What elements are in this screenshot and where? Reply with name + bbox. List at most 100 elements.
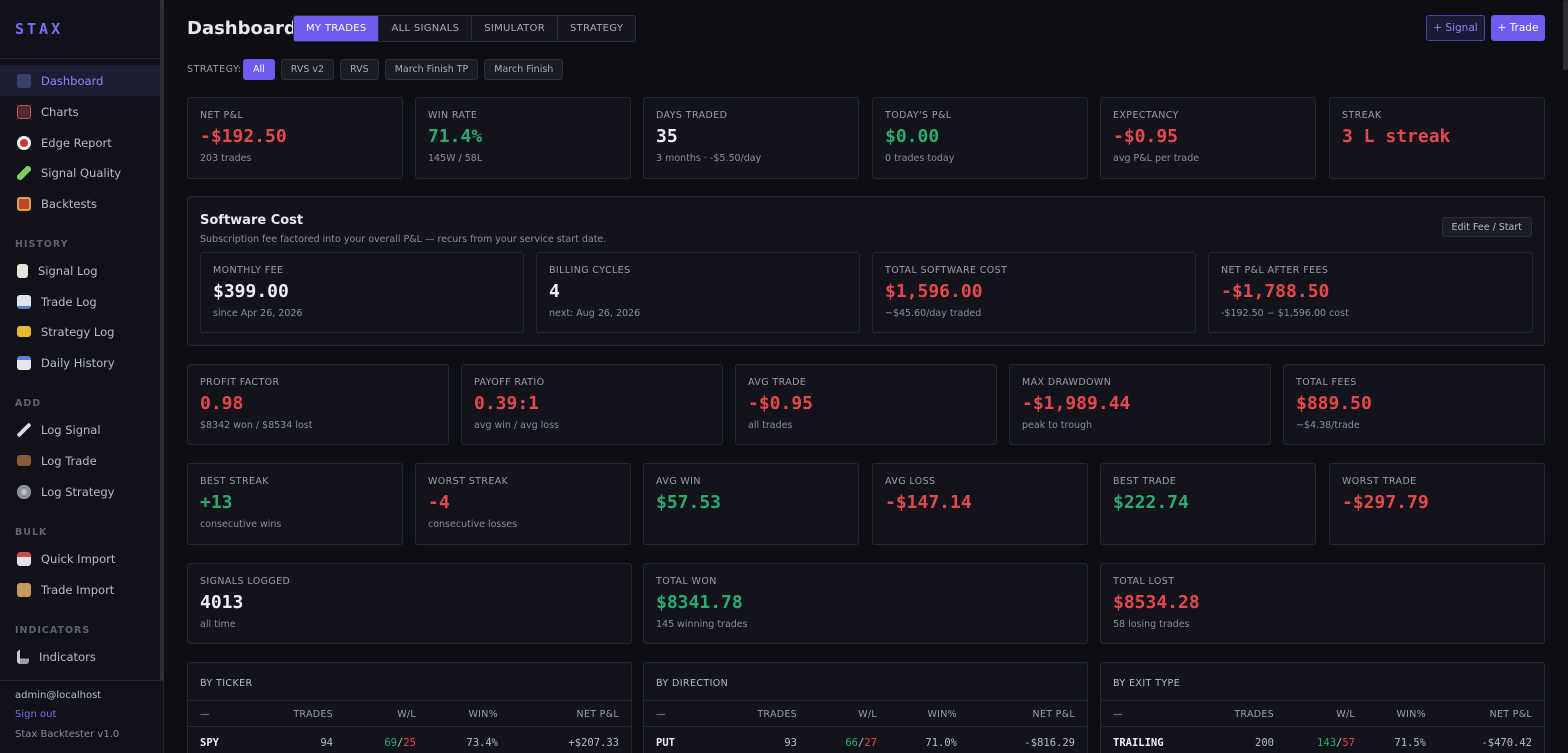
software-card-total-cost: TOTAL SOFTWARE COST $1,596.00 ~$45.60/da… bbox=[872, 252, 1196, 333]
stat-sub: avg P&L per trade bbox=[1113, 153, 1200, 164]
strategy-chip-all[interactable]: All bbox=[243, 59, 275, 80]
sidebar-item-label: Edge Report bbox=[41, 135, 112, 150]
brand-logo[interactable]: STAX bbox=[15, 20, 64, 38]
stat-value: 35 bbox=[656, 126, 678, 147]
strategy-chip-march-finish[interactable]: March Finish bbox=[484, 59, 564, 80]
stat-value: $889.50 bbox=[1296, 393, 1372, 414]
col-header-name[interactable]: — bbox=[656, 709, 666, 720]
cell-winpct: 71.5% bbox=[1394, 737, 1426, 749]
stat-label: TOTAL FEES bbox=[1296, 377, 1357, 388]
stat-value: 4013 bbox=[200, 592, 244, 613]
sidebar-item-signal-quality[interactable]: Signal Quality bbox=[0, 157, 164, 188]
col-header-pnl[interactable]: NET P&L bbox=[1489, 709, 1532, 720]
stat-sub: consecutive losses bbox=[428, 519, 518, 530]
sidebar-item-edge-report[interactable]: Edge Report bbox=[0, 127, 164, 158]
stat-label: BILLING CYCLES bbox=[549, 265, 631, 276]
sidebar-item-trade-import[interactable]: Trade Import bbox=[0, 574, 164, 605]
col-header-trades[interactable]: TRADES bbox=[293, 709, 333, 720]
tab-strategy[interactable]: STRATEGY bbox=[569, 23, 624, 34]
cell-trades: 94 bbox=[320, 737, 333, 749]
sidebar-item-signal-log[interactable]: Signal Log bbox=[0, 255, 164, 286]
stat-value: 0.98 bbox=[200, 393, 244, 414]
col-header-name[interactable]: — bbox=[1113, 709, 1123, 720]
dashboard-icon bbox=[17, 73, 31, 88]
col-header-pnl[interactable]: NET P&L bbox=[576, 709, 619, 720]
stat-label: STREAK bbox=[1342, 110, 1382, 121]
sidebar-item-log-strategy[interactable]: Log Strategy bbox=[0, 476, 164, 507]
software-card-billing-cycles: BILLING CYCLES 4 next: Aug 26, 2026 bbox=[536, 252, 860, 333]
software-cost-title: Software Cost bbox=[200, 213, 304, 228]
col-header-wl[interactable]: W/L bbox=[397, 709, 416, 720]
stat-value: $399.00 bbox=[213, 281, 289, 302]
stat-value: -$192.50 bbox=[200, 126, 287, 147]
section-label-bulk: BULK bbox=[15, 527, 48, 538]
sidebar-item-label: Dashboard bbox=[41, 73, 104, 88]
sidebar-item-indicators[interactable]: Indicators bbox=[0, 641, 164, 672]
col-header-wl[interactable]: W/L bbox=[1336, 709, 1355, 720]
briefcase-icon bbox=[17, 455, 31, 466]
col-header-wl[interactable]: W/L bbox=[858, 709, 877, 720]
strategy-chip-march-finish-tp[interactable]: March Finish TP bbox=[384, 59, 479, 80]
table-row[interactable]: PUT 93 66/27 71.0% -$816.29 bbox=[644, 733, 1087, 753]
stat-label: BEST STREAK bbox=[200, 476, 269, 487]
col-header-name[interactable]: — bbox=[200, 709, 210, 720]
cell-losses: 57 bbox=[1342, 737, 1355, 749]
sign-out-link[interactable]: Sign out bbox=[15, 709, 57, 720]
col-header-trades[interactable]: TRADES bbox=[1234, 709, 1274, 720]
table-header-row: — TRADES W/L WIN% NET P&L bbox=[644, 705, 1087, 725]
tab-all-signals[interactable]: ALL SIGNALS bbox=[379, 16, 473, 41]
table-divider bbox=[644, 726, 1087, 727]
signal-log-icon bbox=[17, 263, 28, 278]
tab-my-trades[interactable]: MY TRADES bbox=[294, 16, 380, 41]
sidebar-item-trade-log[interactable]: Trade Log bbox=[0, 286, 164, 317]
stat-sub: 3 months · -$5.50/day bbox=[656, 153, 762, 164]
sidebar-item-log-signal[interactable]: Log Signal bbox=[0, 414, 164, 445]
sidebar-item-label: Indicators bbox=[39, 649, 96, 664]
stat-label: WORST TRADE bbox=[1342, 476, 1417, 487]
sidebar-item-label: Daily History bbox=[41, 355, 115, 370]
table-row[interactable]: SPY 94 69/25 73.4% +$207.33 bbox=[188, 733, 631, 753]
cell-wins: 69 bbox=[384, 737, 398, 749]
sidebar-item-quick-import[interactable]: Quick Import bbox=[0, 543, 164, 574]
add-signal-button[interactable]: + Signal bbox=[1426, 15, 1485, 41]
tab-simulator[interactable]: SIMULATOR bbox=[472, 16, 558, 41]
sidebar-item-label: Strategy Log bbox=[41, 324, 115, 339]
sidebar-item-dashboard[interactable]: Dashboard bbox=[0, 65, 164, 96]
cell-trades: 200 bbox=[1255, 737, 1274, 749]
strategy-chip-rvs[interactable]: RVS bbox=[340, 59, 379, 80]
col-header-pnl[interactable]: NET P&L bbox=[1032, 709, 1075, 720]
sidebar-item-label: Quick Import bbox=[41, 551, 116, 566]
page-scrollbar[interactable] bbox=[1563, 0, 1568, 70]
sidebar-item-charts[interactable]: Charts bbox=[0, 96, 164, 127]
col-header-trades[interactable]: TRADES bbox=[757, 709, 797, 720]
stat-sub: $8342 won / $8534 lost bbox=[200, 420, 313, 431]
strategy-chip-rvs-v2[interactable]: RVS v2 bbox=[280, 59, 335, 80]
table-title: BY EXIT TYPE bbox=[1113, 678, 1181, 689]
sidebar-item-strategy-log[interactable]: Strategy Log bbox=[0, 316, 164, 347]
stat-value: $0.00 bbox=[885, 126, 940, 147]
stat-label: PAYOFF RATIO bbox=[474, 377, 545, 388]
sidebar-item-log-trade[interactable]: Log Trade bbox=[0, 445, 164, 476]
stat-sub: 145W / 58L bbox=[428, 153, 483, 164]
col-header-winpct[interactable]: WIN% bbox=[1396, 709, 1426, 720]
stat-value: +13 bbox=[200, 492, 233, 513]
stat-card-avg-trade: AVG TRADE -$0.95 all trades bbox=[735, 364, 997, 445]
sidebar: STAX Dashboard Charts Edge Report Signal… bbox=[0, 0, 164, 753]
col-header-winpct[interactable]: WIN% bbox=[468, 709, 498, 720]
stat-value: 3 L streak bbox=[1342, 126, 1451, 147]
log-signal-icon bbox=[17, 422, 31, 437]
edit-fee-button[interactable]: Edit Fee / Start bbox=[1441, 217, 1532, 237]
table-divider bbox=[1101, 726, 1544, 727]
stat-value: $8341.78 bbox=[656, 592, 743, 613]
sidebar-scrollbar[interactable] bbox=[160, 0, 164, 680]
gear-icon bbox=[17, 484, 31, 499]
cell-wl: 69/25 bbox=[384, 737, 416, 749]
sidebar-item-backtests[interactable]: Backtests bbox=[0, 188, 164, 219]
col-header-winpct[interactable]: WIN% bbox=[927, 709, 957, 720]
stat-label: TODAY'S P&L bbox=[885, 110, 952, 121]
sidebar-item-daily-history[interactable]: Daily History bbox=[0, 347, 164, 378]
stat-card-total-lost: TOTAL LOST $8534.28 58 losing trades bbox=[1100, 563, 1545, 644]
table-divider bbox=[188, 700, 631, 701]
add-trade-button[interactable]: + Trade bbox=[1491, 15, 1545, 41]
table-row[interactable]: TRAILING 200 143/57 71.5% -$470.42 bbox=[1101, 733, 1544, 753]
